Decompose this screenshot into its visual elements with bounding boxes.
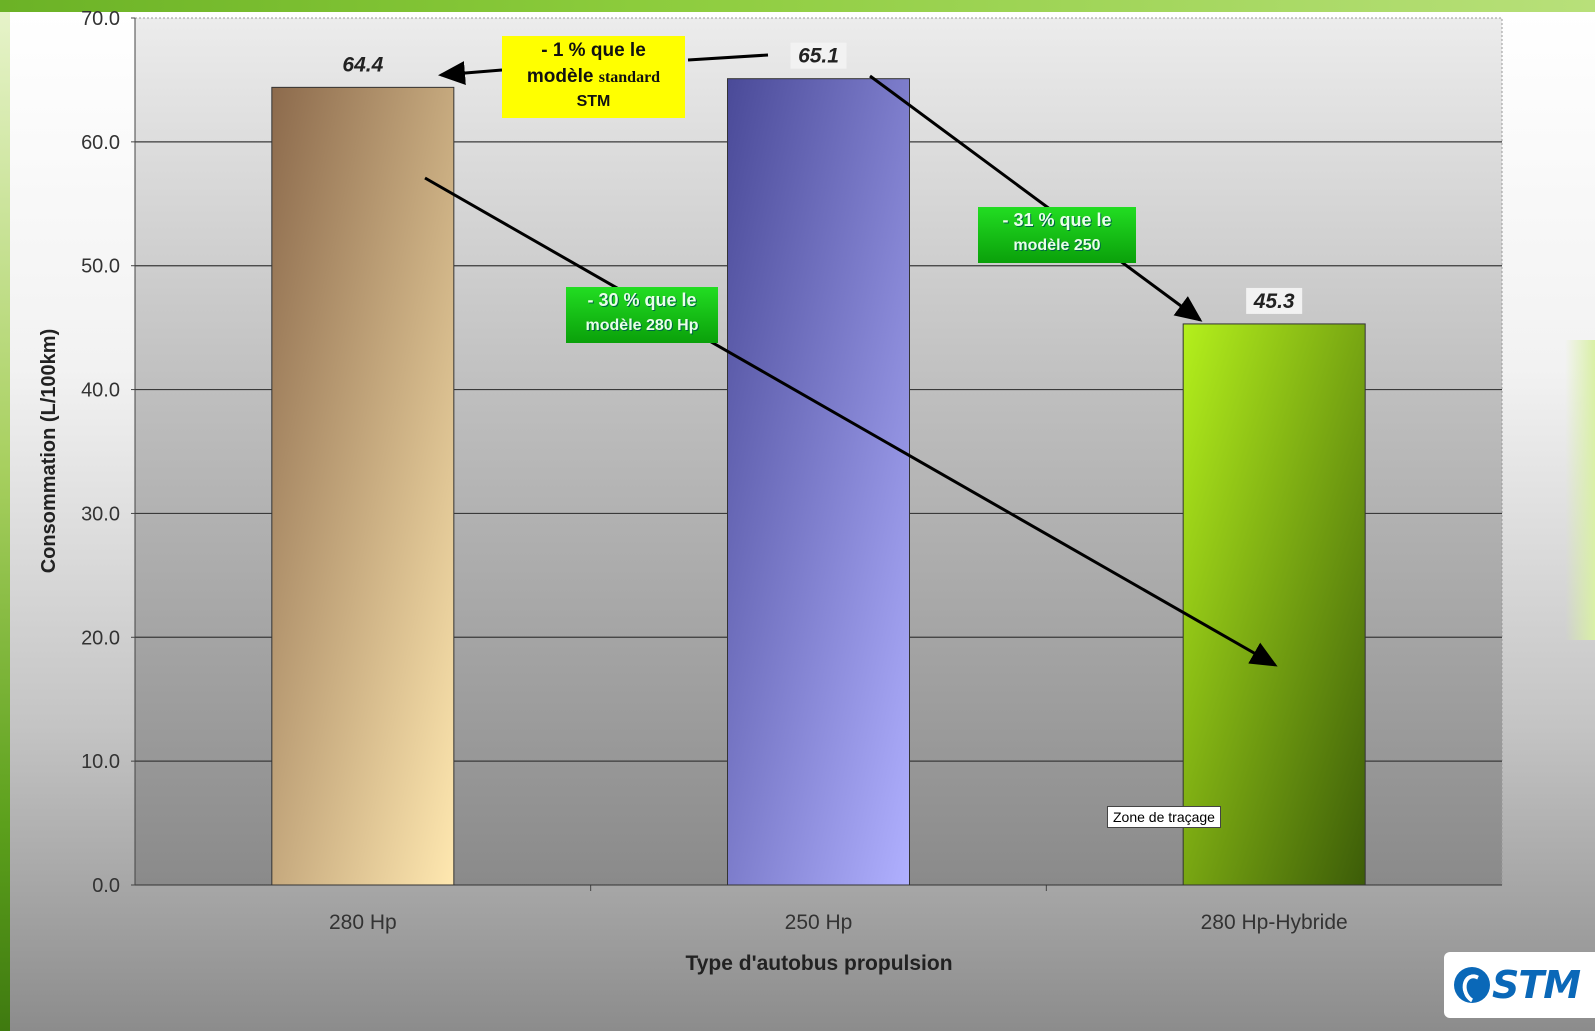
x-tick-label: 280 Hp-Hybride bbox=[1201, 911, 1348, 934]
y-tick-label: 70.0 bbox=[81, 8, 120, 30]
stm-logo-text: STM bbox=[1492, 963, 1581, 1007]
bar-3 bbox=[1182, 323, 1366, 886]
callout-1-line3: STM bbox=[576, 93, 611, 110]
x-axis-title: Type d'autobus propulsion bbox=[685, 952, 952, 975]
value-label-bg bbox=[790, 42, 847, 69]
bar-1 bbox=[271, 86, 455, 886]
callout-minus-30-percent: - 30 % que le modèle 280 Hp bbox=[566, 287, 718, 343]
value-labels: 64.4 65.1 45.3 bbox=[342, 42, 1303, 314]
arrow-250-to-280 bbox=[687, 53, 769, 62]
bars bbox=[271, 78, 1366, 886]
top-accent-strip bbox=[0, 0, 1595, 12]
callout-1-line2a: modèle bbox=[526, 66, 599, 87]
arrow-250-to-280-head bbox=[438, 61, 503, 85]
y-tick-label: 60.0 bbox=[81, 132, 120, 154]
value-label: 45.3 bbox=[1253, 290, 1295, 313]
value-label: 64.4 bbox=[342, 53, 383, 76]
arrow-280-to-hybrid bbox=[424, 176, 1278, 667]
y-axis-title: Consommation (L/100km) bbox=[38, 329, 60, 573]
y-tick-label: 50.0 bbox=[81, 256, 120, 278]
callout-minus-1-percent: - 1 % que le modèle standard STM bbox=[502, 36, 685, 118]
value-label: 65.1 bbox=[798, 45, 839, 68]
callout-1-line2b: standard bbox=[598, 69, 661, 86]
value-label-bg bbox=[1246, 287, 1303, 314]
x-tick-label: 250 Hp bbox=[785, 911, 853, 934]
x-tick-label: 280 Hp bbox=[329, 911, 397, 934]
callout-1-line1: - 1 % que le bbox=[541, 40, 646, 61]
callout-3-line2: modèle 280 Hp bbox=[585, 317, 699, 334]
stm-logo-icon bbox=[1454, 967, 1490, 1003]
y-tick-label: 20.0 bbox=[81, 627, 120, 649]
right-accent-glow bbox=[1565, 340, 1595, 640]
y-tick-label: 0.0 bbox=[92, 875, 120, 897]
arrow-250-to-hybrid bbox=[869, 74, 1203, 322]
y-axis-ticks: 0.0 10.0 20.0 30.0 40.0 50.0 60.0 70.0 bbox=[81, 8, 135, 897]
callout-3-line1: - 30 % que le bbox=[587, 290, 697, 310]
y-tick-label: 30.0 bbox=[81, 503, 120, 525]
callout-1-line2: modèle standard bbox=[502, 64, 685, 91]
y-tick-label: 40.0 bbox=[81, 380, 120, 402]
y-tick-label: 10.0 bbox=[81, 751, 120, 773]
stm-logo: STM bbox=[1444, 952, 1595, 1018]
callout-2-line1: - 31 % que le bbox=[1002, 210, 1112, 230]
left-accent-strip bbox=[0, 0, 10, 1031]
bar-2 bbox=[727, 78, 910, 886]
plot-area-tooltip: Zone de traçage bbox=[1107, 806, 1221, 828]
callout-minus-31-percent: - 31 % que le modèle 250 bbox=[978, 207, 1136, 263]
x-axis-ticks: 280 Hp 250 Hp 280 Hp-Hybride bbox=[329, 885, 1348, 934]
callout-2-line2: modèle 250 bbox=[1013, 237, 1101, 254]
